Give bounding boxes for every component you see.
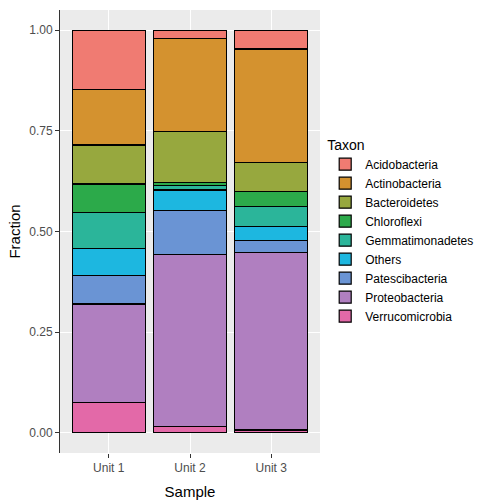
svg-text:Unit 1: Unit 1 xyxy=(93,461,125,475)
svg-text:Unit 3: Unit 3 xyxy=(256,461,288,475)
svg-text:0.75: 0.75 xyxy=(29,124,53,138)
svg-text:Bacteroidetes: Bacteroidetes xyxy=(365,196,438,210)
svg-text:Fraction: Fraction xyxy=(6,204,23,258)
svg-text:Unit 2: Unit 2 xyxy=(174,461,206,475)
svg-text:Acidobacteria: Acidobacteria xyxy=(365,158,438,172)
svg-text:Sample: Sample xyxy=(165,483,216,500)
svg-text:0.50: 0.50 xyxy=(29,225,53,239)
svg-text:Chloroflexi: Chloroflexi xyxy=(365,215,422,229)
svg-text:Others: Others xyxy=(365,253,401,267)
svg-text:0.00: 0.00 xyxy=(29,426,53,440)
svg-text:Verrucomicrobia: Verrucomicrobia xyxy=(365,310,452,324)
svg-text:Proteobacteria: Proteobacteria xyxy=(365,291,443,305)
svg-text:1.00: 1.00 xyxy=(29,23,53,37)
svg-text:Actinobacteria: Actinobacteria xyxy=(365,177,441,191)
svg-text:Taxon: Taxon xyxy=(327,137,364,153)
svg-text:Patescibacteria: Patescibacteria xyxy=(365,272,447,286)
svg-text:0.25: 0.25 xyxy=(29,325,53,339)
svg-text:Gemmatimonadetes: Gemmatimonadetes xyxy=(365,234,473,248)
